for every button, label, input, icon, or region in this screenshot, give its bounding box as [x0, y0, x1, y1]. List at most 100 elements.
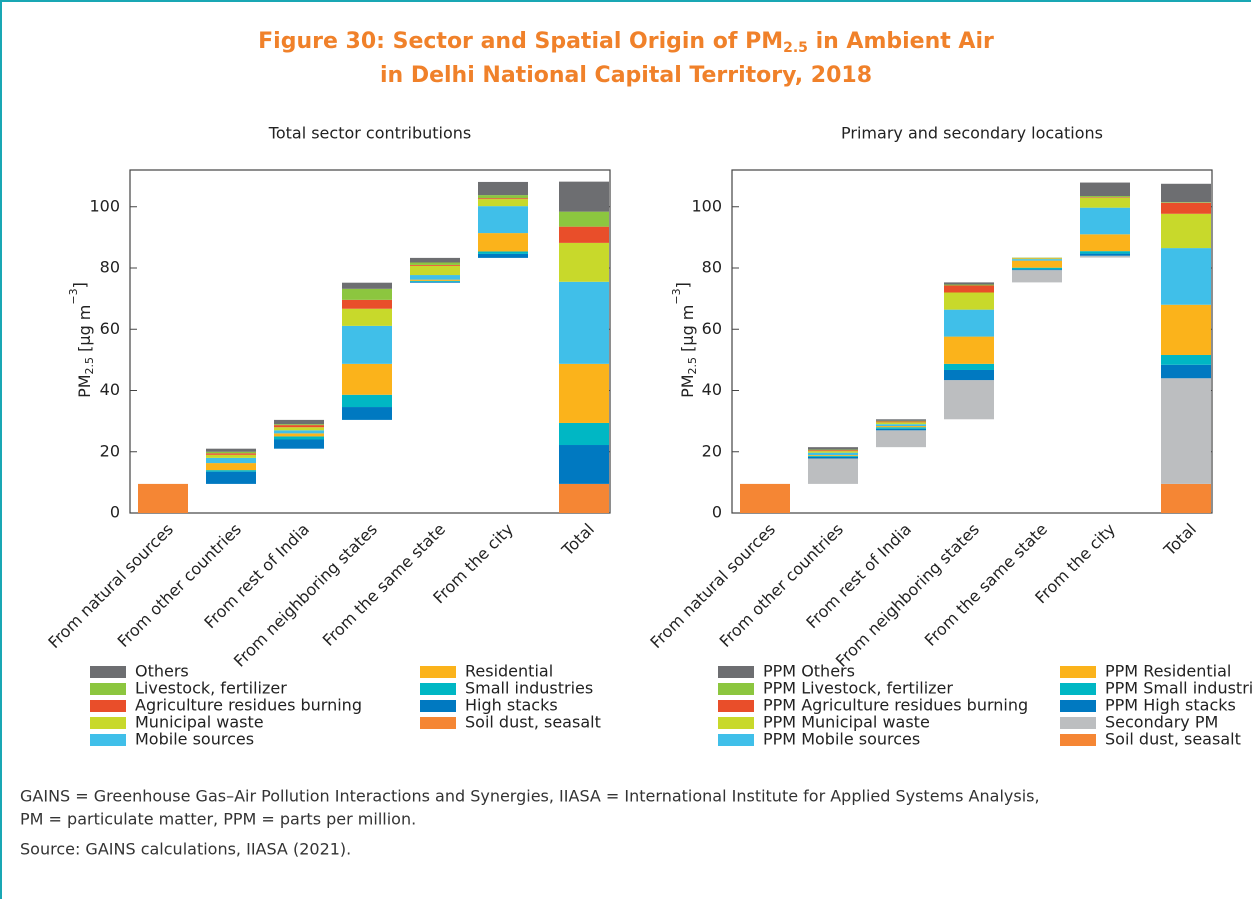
bar-segment [478, 233, 528, 252]
title-part: in Ambient Air [808, 29, 994, 54]
legend-label: Small industries [465, 679, 593, 698]
plot-frame [731, 169, 1213, 514]
bar-segment [274, 424, 324, 426]
bar-segment [1080, 197, 1130, 208]
bar-segment [274, 419, 324, 425]
bar-segment [410, 264, 460, 266]
x-tick-label: From natural sources [44, 520, 177, 653]
y-label-part: −3 [670, 288, 683, 304]
bar-segment [876, 427, 926, 429]
y-label-part: 2.5 [686, 357, 699, 375]
bar-segment [808, 449, 858, 451]
y-label-part: 2.5 [83, 357, 96, 375]
y-tick-label: 80 [702, 258, 722, 277]
legend-swatch [718, 666, 754, 678]
bar-segment [410, 275, 460, 280]
y-label-part: [µg m [678, 305, 697, 357]
title-subscript: 2.5 [783, 40, 808, 56]
bar-segment [876, 421, 926, 423]
panel-title: Primary and secondary locations [841, 124, 1103, 143]
legend-swatch [718, 700, 754, 712]
x-tick-label: From the same state [921, 520, 1051, 650]
y-tick-label: 20 [100, 441, 120, 460]
legend-swatch [420, 700, 456, 712]
bar-segment [1161, 483, 1211, 513]
y-tick-label: 100 [691, 196, 722, 215]
bar-segment [944, 309, 994, 337]
y-tick-label: 100 [89, 196, 120, 215]
y-label-part: PM [678, 374, 697, 397]
bar-segment [478, 181, 528, 196]
legend-swatch [420, 683, 456, 695]
x-tick-label: From neighboring states [832, 520, 983, 671]
legend-swatch [420, 666, 456, 678]
bar-segment [559, 363, 609, 423]
bar-segment [1161, 378, 1211, 484]
legend-swatch [1060, 700, 1096, 712]
bar-segment [206, 448, 256, 452]
bar-segment [1080, 253, 1130, 256]
y-tick-label: 60 [100, 319, 120, 338]
bar-segment [944, 282, 994, 285]
figure-title: in Delhi National Capital Territory, 201… [380, 63, 872, 88]
bar-segment [1161, 364, 1211, 379]
bar-segment [944, 380, 994, 420]
bar-segment [1080, 197, 1130, 198]
bar-segment [740, 483, 790, 513]
bar-segment [559, 181, 609, 212]
legend-swatch [90, 700, 126, 712]
bar-segment [342, 282, 392, 289]
legend-swatch [1060, 717, 1096, 729]
legend-label: PPM Mobile sources [763, 730, 920, 749]
bar-segment [876, 420, 926, 422]
bar-segment [808, 451, 858, 453]
bar-segment [206, 471, 256, 484]
x-tick-label: From natural sources [646, 520, 779, 653]
note: PM = particulate matter, PPM = parts per… [20, 810, 416, 829]
legend-swatch [90, 734, 126, 746]
bar-segment [559, 445, 609, 484]
bar-segment [1080, 196, 1130, 198]
legend-label: PPM Residential [1105, 662, 1231, 681]
y-tick-label: 0 [110, 503, 120, 522]
bar-segment [206, 453, 256, 455]
bar-segment [342, 363, 392, 395]
bar-segment [876, 430, 926, 448]
y-label-part: ] [673, 282, 692, 288]
panel-title: Total sector contributions [268, 124, 471, 143]
note: GAINS = Greenhouse Gas–Air Pollution Int… [20, 787, 1040, 806]
bar-segment [808, 450, 858, 452]
legend-swatch [718, 717, 754, 729]
y-tick-label: 60 [702, 319, 722, 338]
bar-segment [410, 280, 460, 282]
bar-segment [1080, 251, 1130, 254]
legend-label: Mobile sources [135, 730, 254, 749]
bar-segment [1161, 304, 1211, 355]
bar-segment [559, 211, 609, 227]
bar-segment [808, 456, 858, 457]
bar-segment [206, 470, 256, 472]
legend-label: Residential [465, 662, 553, 681]
legend-label: Municipal waste [135, 713, 264, 732]
note: Source: GAINS calculations, IIASA (2021)… [20, 840, 351, 859]
bar-segment [808, 456, 858, 459]
y-tick-label: 0 [712, 503, 722, 522]
legend-swatch [1060, 683, 1096, 695]
bar-segment [274, 425, 324, 428]
bar-segment [559, 281, 609, 364]
bar-segment [944, 363, 994, 370]
legend-label: Agriculture residues burning [135, 696, 362, 715]
legend-swatch [718, 734, 754, 746]
bar-segment [274, 433, 324, 437]
bar-segment [410, 279, 460, 281]
legend-label: PPM Municipal waste [763, 713, 930, 732]
bar-segment [876, 422, 926, 425]
legend-swatch [420, 717, 456, 729]
x-tick-label: From the same state [319, 520, 449, 650]
y-tick-label: 40 [702, 380, 722, 399]
bar-segment [1012, 259, 1062, 261]
bar-segment [206, 457, 256, 464]
bar-segment [206, 454, 256, 458]
bar-segment [944, 336, 994, 364]
